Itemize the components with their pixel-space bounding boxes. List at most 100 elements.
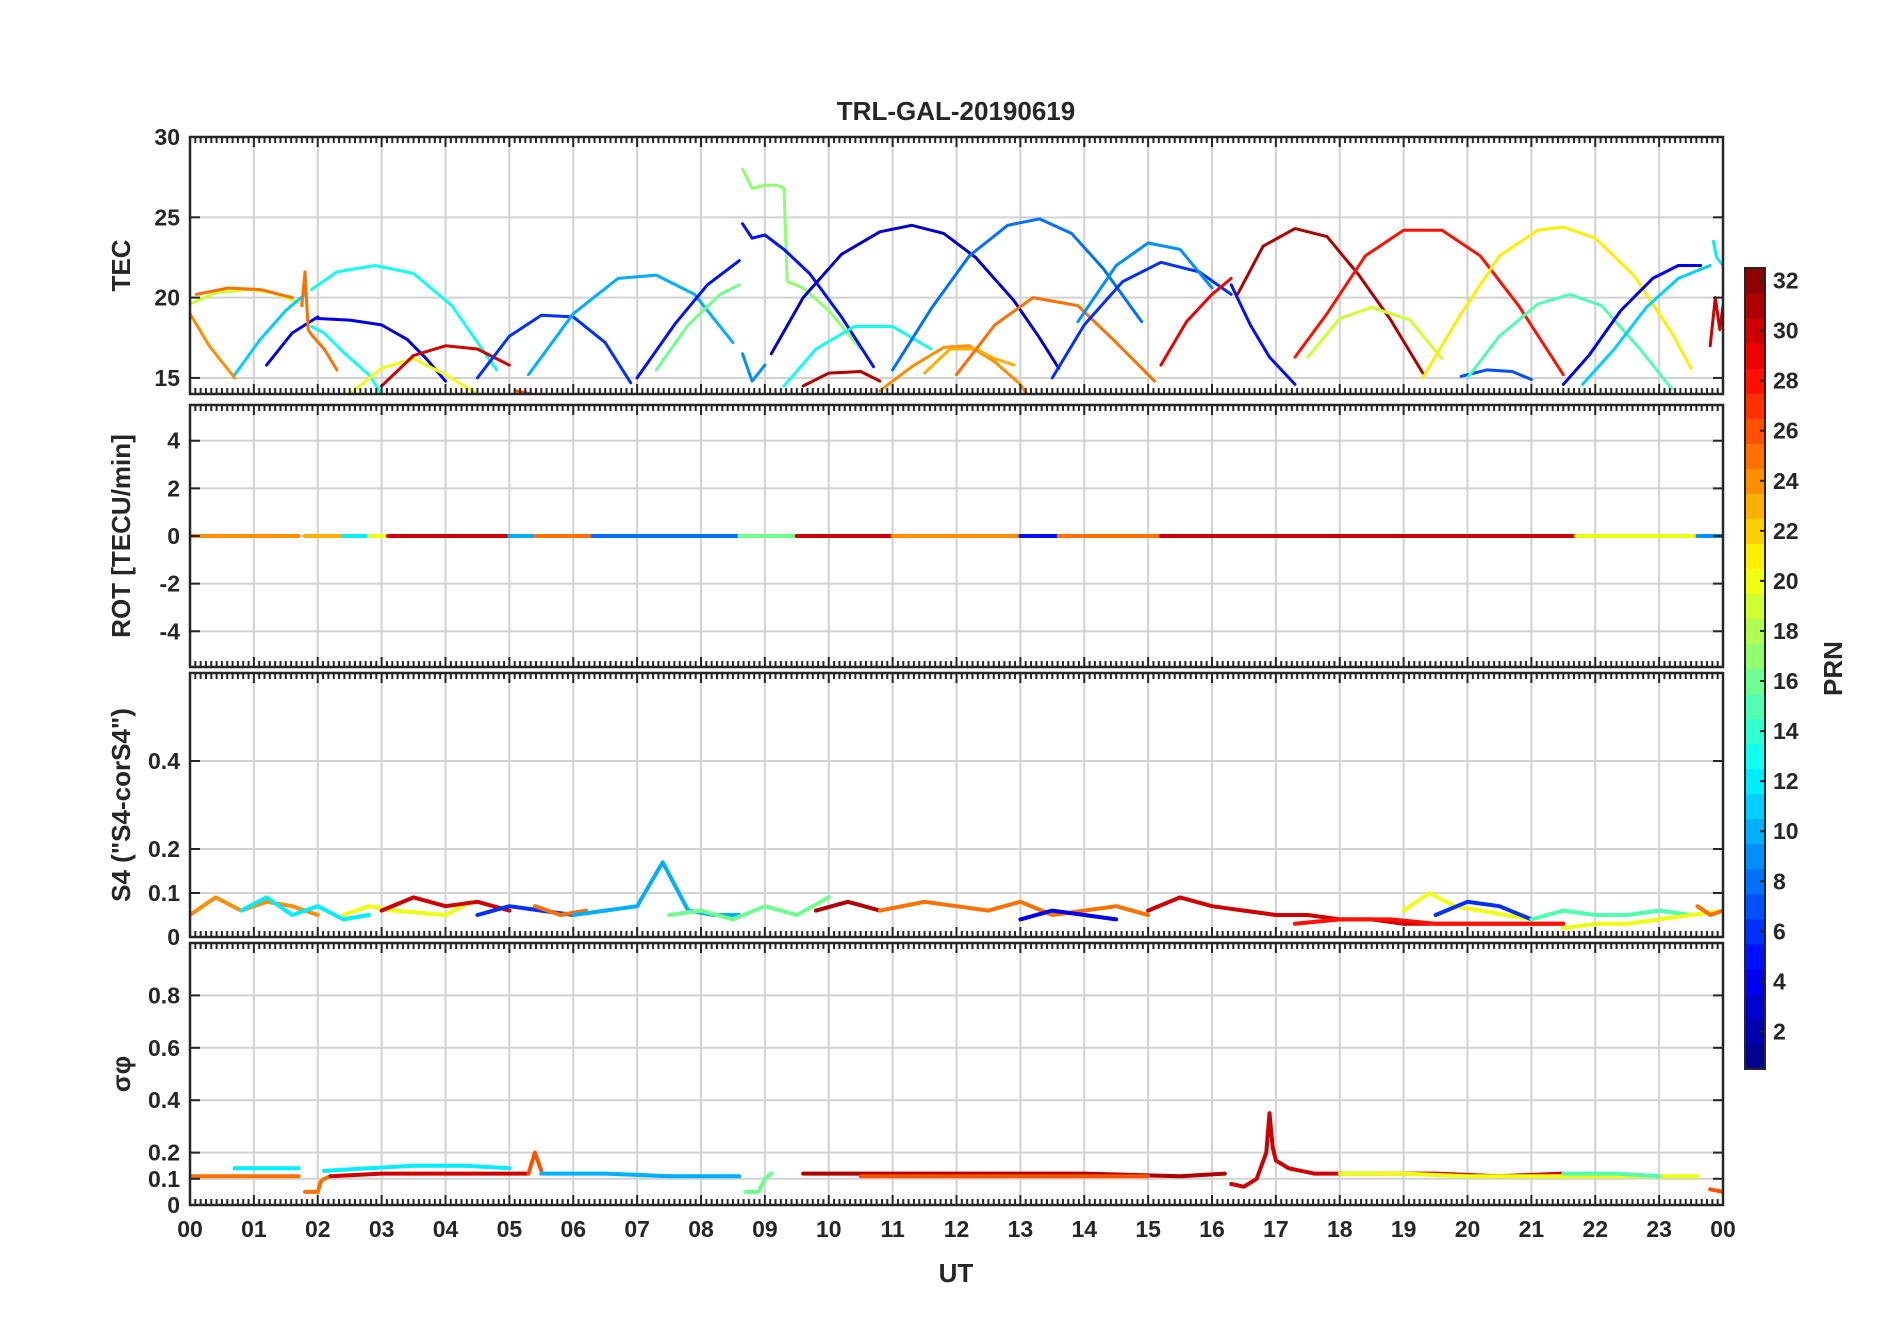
series-prn-29 <box>1159 276 1233 367</box>
colorbar-tick-label: 12 <box>1773 768 1799 794</box>
series-prn-30 <box>380 344 511 388</box>
y-axis-label: S4 ("S4-corS4") <box>106 708 136 902</box>
series-prn-13 <box>309 264 499 372</box>
x-tick-label: 16 <box>1199 1216 1225 1242</box>
colorbar-tick-label: 4 <box>1773 968 1786 994</box>
series-prn-4 <box>1018 908 1119 922</box>
panel-sigma_phi: 00.10.2 0.4 0.6 0.8 σφ <box>106 941 1725 1218</box>
series-prn-25 <box>300 270 339 372</box>
series-prn-26 <box>1708 1187 1723 1194</box>
colorbar-segment <box>1745 818 1765 845</box>
x-tick-label: 03 <box>369 1216 395 1242</box>
x-tick-label: 10 <box>816 1216 842 1242</box>
y-tick-label: -2 <box>160 571 180 597</box>
series-prn-16 <box>743 1171 774 1194</box>
y-tick-label: 0.1 <box>148 880 180 906</box>
colorbar-segment <box>1745 568 1765 595</box>
x-tick-label: 08 <box>688 1216 714 1242</box>
colorbar-segment <box>1745 418 1765 444</box>
colorbar-segment <box>1745 443 1765 469</box>
x-tick-label: 07 <box>624 1216 650 1242</box>
y-tick-label: -4 <box>160 618 181 644</box>
colorbar-segment <box>1745 518 1765 544</box>
panel-s4: 0 0.1 0.2 0.4 S4 ("S4-corS4") <box>106 671 1725 950</box>
colorbar-tick-label: 6 <box>1773 918 1786 944</box>
series-prn-11 <box>233 292 307 377</box>
colorbar-segment <box>1745 293 1765 319</box>
series-prn-16 <box>654 283 741 372</box>
series-prn-24 <box>190 312 237 380</box>
series-prn-6 <box>1050 260 1233 380</box>
y-tick-label: 0 <box>167 523 180 549</box>
colorbar-label: PRN <box>1818 641 1848 696</box>
series-group <box>190 860 1723 931</box>
x-tick-label: 18 <box>1327 1216 1353 1242</box>
colorbar-segment <box>1745 993 1765 1020</box>
colorbar-tick-label: 30 <box>1773 318 1799 344</box>
series-prn-13 <box>782 325 933 388</box>
x-axis-label: UT <box>939 1258 974 1288</box>
series-prn-16 <box>667 895 831 922</box>
colorbar-segment <box>1745 693 1765 720</box>
colorbar-segment <box>1745 593 1765 620</box>
x-tick-label: 09 <box>752 1216 778 1242</box>
y-axis-label: σφ <box>106 1056 136 1092</box>
figure-title: TRL-GAL-20190619 <box>837 96 1075 126</box>
series-prn-20 <box>341 899 474 917</box>
x-tick-label: 04 <box>433 1216 459 1242</box>
series-prn-6 <box>1433 899 1534 922</box>
series-prn-5 <box>635 259 741 380</box>
series-prn-5 <box>1229 283 1297 386</box>
colorbar-segment <box>1745 543 1765 569</box>
y-tick-label: 25 <box>154 204 180 230</box>
x-tick-label: 12 <box>944 1216 970 1242</box>
colorbar-segment <box>1745 743 1765 770</box>
series-prn-8 <box>891 217 1144 372</box>
colorbar-segment <box>1745 468 1765 494</box>
colorbar-tick-label: 2 <box>1773 1018 1786 1044</box>
colorbar-segment <box>1745 668 1765 695</box>
colorbar-segment <box>1745 618 1765 645</box>
y-tick-label: 2 <box>167 475 180 501</box>
x-tick-label: 15 <box>1135 1216 1161 1242</box>
series-group <box>190 167 1723 394</box>
x-tick-label: 17 <box>1263 1216 1289 1242</box>
series-prn-31 <box>801 1171 1227 1179</box>
y-tick-label: 0.1 <box>148 1166 180 1192</box>
x-tick-label: 20 <box>1455 1216 1481 1242</box>
series-prn-25 <box>532 904 588 917</box>
colorbar-segment <box>1745 643 1765 670</box>
y-tick-label: 0.4 <box>148 1087 180 1113</box>
series-prn-5 <box>741 222 875 369</box>
axes-frame <box>188 135 1725 396</box>
series-prn-9 <box>1076 241 1214 324</box>
series-prn-25 <box>1695 904 1723 917</box>
series-prn-19 <box>1306 305 1444 361</box>
series-prn-15 <box>1529 908 1694 922</box>
x-tick-label: 14 <box>1071 1216 1097 1242</box>
colorbar-segment <box>1745 968 1765 995</box>
y-tick-label: 0.2 <box>148 1140 180 1166</box>
series-group <box>190 1111 1723 1194</box>
colorbar-tick-label: 26 <box>1773 418 1799 444</box>
colorbar-segment <box>1745 718 1765 745</box>
axes-frame <box>188 941 1725 1207</box>
x-tick-label: 21 <box>1519 1216 1545 1242</box>
x-tick-label: 00 <box>177 1216 203 1242</box>
colorbar-tick-label: 28 <box>1773 368 1799 394</box>
colorbar-tick-label: 18 <box>1773 618 1799 644</box>
colorbar-tick-label: 16 <box>1773 668 1799 694</box>
colorbar-segment <box>1745 943 1765 970</box>
series-prn-15 <box>1561 1171 1662 1179</box>
colorbar-tick-label: 8 <box>1773 868 1786 894</box>
series-prn-26 <box>526 1150 544 1176</box>
series-prn-10 <box>527 273 735 377</box>
colorbar-segment <box>1745 343 1765 369</box>
y-tick-label: 15 <box>154 365 180 391</box>
series-prn-25 <box>877 899 1151 917</box>
colorbar-tick-label: 14 <box>1773 718 1799 744</box>
colorbar-segment <box>1745 918 1765 945</box>
y-tick-label: 0.2 <box>148 836 180 862</box>
y-tick-label: 0.6 <box>148 1035 180 1061</box>
colorbar-frame <box>1744 267 1766 1070</box>
